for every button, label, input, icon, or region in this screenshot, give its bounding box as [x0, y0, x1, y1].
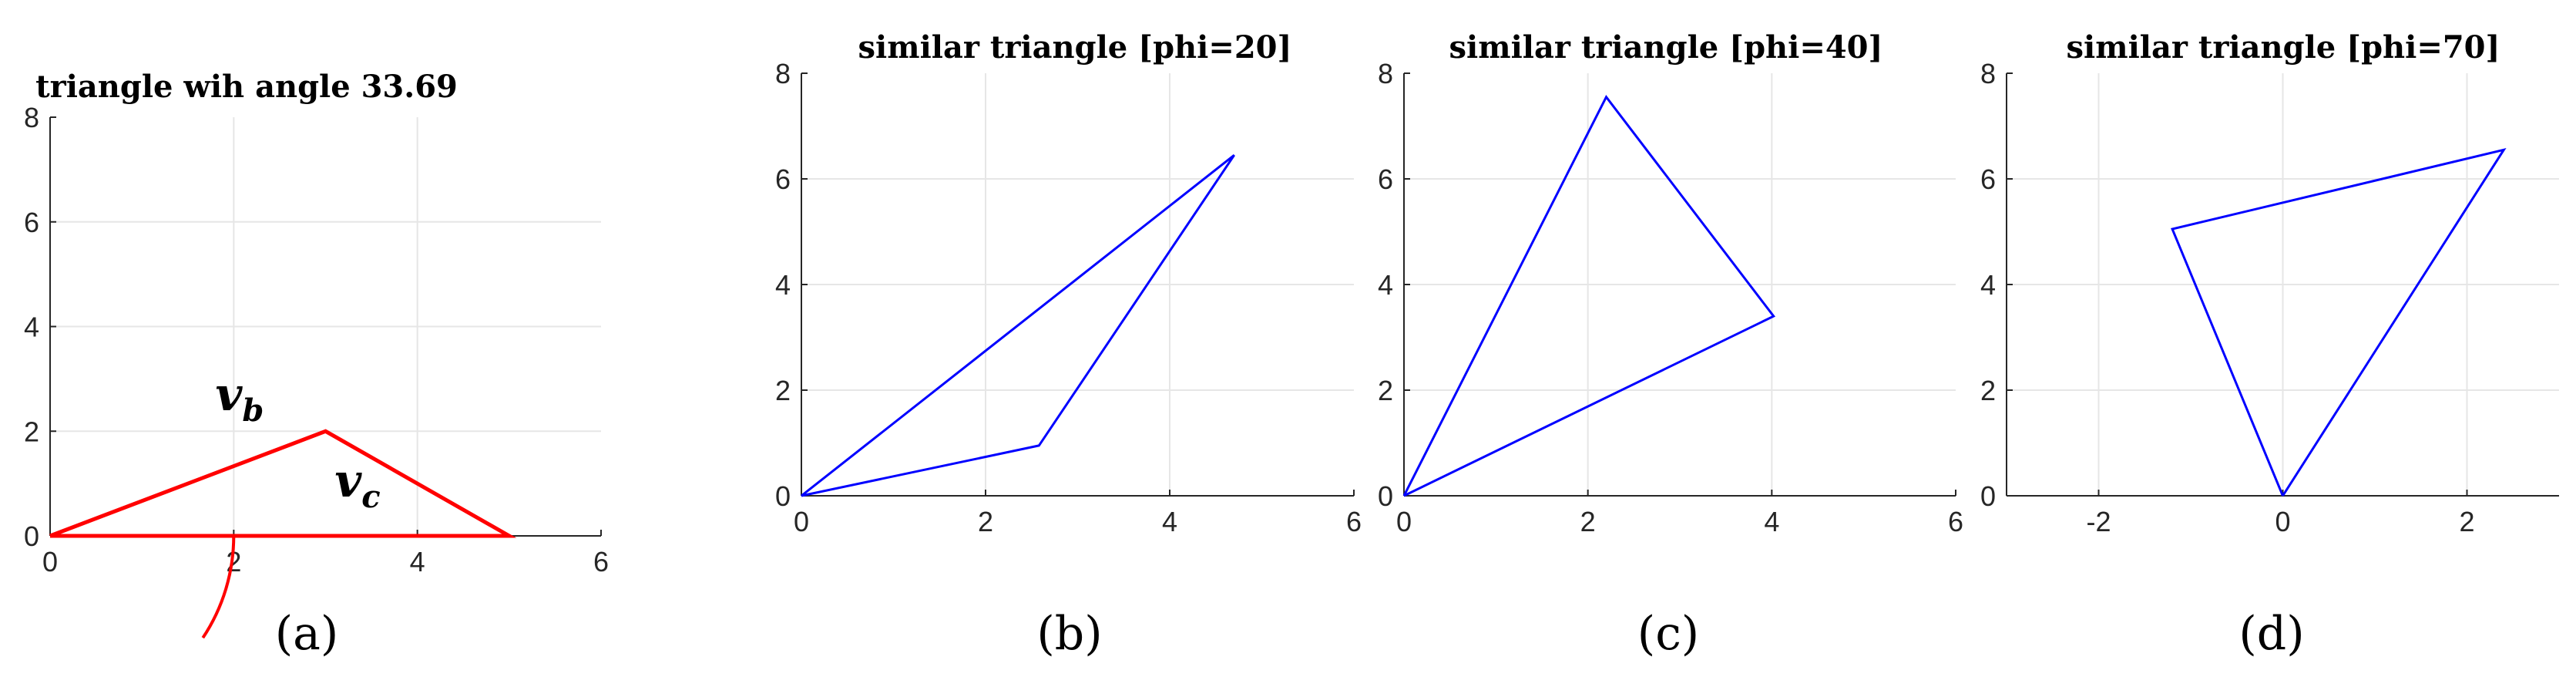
y-tick-label-c-1: 2 [1378, 375, 1393, 406]
panel-label-c: (c) [1637, 607, 1699, 661]
annotation-a-0: vb [216, 368, 264, 429]
chart-title-b: similar triangle [phi=20] [858, 29, 1292, 66]
triangle-series-d [2171, 147, 2507, 497]
x-tick-label-b-1: 2 [978, 506, 993, 537]
plot-area-c: 0 2 4 6 0 2 4 6 8 [1378, 58, 1963, 537]
panel-label-a: (a) [275, 607, 339, 661]
triangle-series-a [49, 429, 517, 538]
y-tick-label-b-1: 2 [775, 375, 791, 406]
y-tick-label-c-4: 8 [1378, 58, 1393, 89]
triangle-series-b [801, 154, 1235, 497]
x-tick-label-d-1: 0 [2275, 506, 2290, 537]
chart-title-d: similar triangle [phi=70] [2067, 29, 2500, 66]
plot-area-b: 0 2 4 6 0 2 4 6 8 [775, 58, 1362, 537]
y-tick-label-c-2: 4 [1378, 269, 1393, 301]
annotation-subscript-a-1: c [361, 479, 380, 515]
y-tick-label-d-0: 0 [1980, 480, 1996, 512]
panel-label-b: (b) [1036, 607, 1102, 661]
y-tick-label-a-4: 8 [24, 102, 39, 133]
x-tick-label-b-3: 6 [1346, 506, 1362, 537]
x-tick-label-c-3: 6 [1948, 506, 1963, 537]
x-tick-label-c-2: 4 [1764, 506, 1779, 537]
chart-title-c: similar triangle [phi=40] [1449, 29, 1883, 66]
x-tick-label-b-2: 4 [1162, 506, 1177, 537]
y-tick-label-d-3: 6 [1980, 163, 1996, 195]
x-tick-label-c-0: 0 [1396, 506, 1412, 537]
y-tick-label-a-1: 2 [24, 416, 39, 447]
y-tick-label-d-4: 8 [1980, 58, 1996, 89]
panel-d: similar triangle [phi=70] -2 0 2 0 2 4 6 8 (d) [1980, 29, 2559, 661]
y-tick-label-a-3: 6 [24, 207, 39, 238]
y-tick-label-a-2: 4 [24, 312, 39, 343]
panel-b: similar triangle [phi=20] 0 2 4 6 0 2 4 6 8 (b) [775, 29, 1362, 661]
x-tick-label-a-0: 0 [42, 546, 58, 578]
x-tick-label-d-0: -2 [2086, 506, 2111, 537]
x-tick-label-a-2: 4 [410, 546, 425, 578]
x-tick-label-a-3: 6 [593, 546, 609, 578]
chart-title-a: triangle wih angle 33.69 [35, 69, 458, 105]
y-tick-label-b-3: 6 [775, 163, 791, 195]
y-tick-label-b-4: 8 [775, 58, 791, 89]
x-tick-label-d-2: 2 [2459, 506, 2474, 537]
panel-c: similar triangle [phi=40] 0 2 4 6 0 2 4 6 8 (c) [1378, 29, 1963, 661]
x-tick-label-b-0: 0 [794, 506, 809, 537]
angle-arc-a [201, 535, 236, 639]
y-tick-label-b-0: 0 [775, 480, 791, 512]
y-tick-label-a-0: 0 [24, 520, 39, 552]
x-tick-label-c-1: 2 [1580, 506, 1596, 537]
plot-area-d: -2 0 2 0 2 4 6 8 [1980, 58, 2559, 537]
y-tick-label-c-3: 6 [1378, 163, 1393, 195]
y-tick-label-c-0: 0 [1378, 480, 1393, 512]
triangle-series-c [1402, 94, 1776, 497]
y-tick-label-d-1: 2 [1980, 375, 1996, 406]
panel-label-d: (d) [2238, 607, 2304, 661]
y-tick-label-b-2: 4 [775, 269, 791, 301]
y-tick-label-d-2: 4 [1980, 269, 1996, 301]
annotation-subscript-a-0: b [242, 392, 264, 429]
annotation-a-1: vc [334, 454, 380, 515]
